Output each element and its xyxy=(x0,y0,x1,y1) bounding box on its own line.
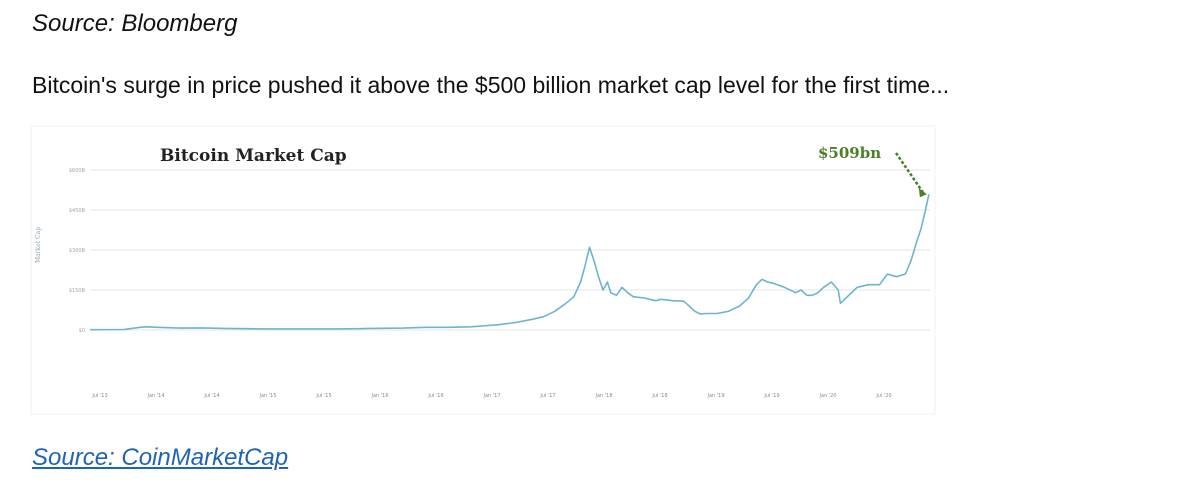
chart-svg: $0$150B$300B$450B$600B Jul '13 Jan '14 Jul… xyxy=(30,125,936,415)
x-tick-label: Jan '20 xyxy=(818,393,836,399)
x-tick-label: Jan '15 xyxy=(258,393,276,399)
bitcoin-market-cap-chart: $0 $150B $300B $450B $600B Jul '13 Jan '14 Jul… xyxy=(30,125,936,415)
x-tick-label: Jul '19 xyxy=(763,393,779,399)
intro-text: Bitcoin's surge in price pushed it above… xyxy=(32,72,950,98)
chart-frame xyxy=(30,125,936,415)
x-tick-label: Jan '18 xyxy=(594,393,612,399)
source-label: Source: Bloomberg xyxy=(32,10,238,37)
source-link[interactable]: Source: CoinMarketCap xyxy=(32,444,289,471)
market-cap-line xyxy=(89,194,930,331)
annotation-label: $509bn xyxy=(818,144,881,162)
x-tick-label: Jan '14 xyxy=(146,393,164,399)
x-tick-label: Jul '20 xyxy=(875,393,891,399)
chart-title: Bitcoin Market Cap xyxy=(160,146,347,166)
annotation-arrow-head xyxy=(918,188,927,198)
x-tick-label: Jul '16 xyxy=(427,393,443,399)
x-axis-ticks: Jul '13 Jan '14 Jul '14 Jan '15 Jul '15 Jan '… xyxy=(91,393,891,399)
y-tick-label: $0 xyxy=(79,328,85,334)
x-tick-label: Jul '14 xyxy=(203,393,219,399)
y-axis-label: Market Cap xyxy=(35,227,42,263)
x-tick-label: Jul '15 xyxy=(315,393,331,399)
x-tick-label: Jul '13 xyxy=(91,393,107,399)
y-axis-ticks: $0 $150B $300B $450B $600B xyxy=(69,168,86,334)
x-tick-label: Jul '17 xyxy=(539,393,555,399)
x-tick-label: Jan '16 xyxy=(370,393,388,399)
annotation-arrow-shaft xyxy=(894,152,924,193)
y-tick-label: $450B xyxy=(69,208,86,214)
annotation-arrow-icon xyxy=(894,152,927,198)
y-tick-label: $300B xyxy=(69,248,86,254)
y-tick-label: $150B xyxy=(69,288,86,294)
x-tick-label: Jul '18 xyxy=(651,393,667,399)
x-tick-label: Jan '19 xyxy=(706,393,724,399)
y-tick-label: $600B xyxy=(69,168,86,174)
x-tick-label: Jan '17 xyxy=(482,393,500,399)
